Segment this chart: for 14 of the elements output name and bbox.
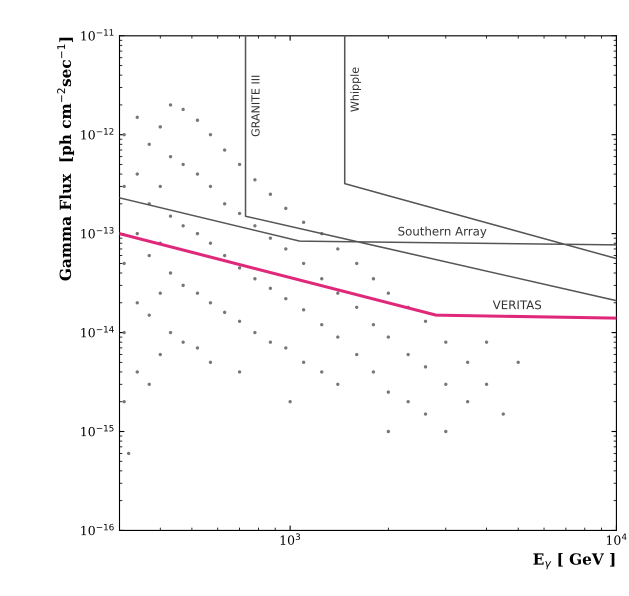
text: Whipple (350, 68, 362, 112)
y-tick-label: 10$^{−13}$ (81, 227, 114, 238)
y-tick-label: 10$^{−12}$ (81, 128, 114, 140)
x-axis-title: E$_{γ}$ [ GeV ] (533, 552, 614, 570)
series-label: VERITAS (492, 300, 542, 310)
x-tick-label: 10$^{4}$ (606, 534, 627, 545)
y-tick-label: 10$^{−11}$ (81, 29, 114, 41)
x-tick-label: 10$^{3}$ (280, 533, 300, 545)
y-tick-label: 10$^{−14}$ (81, 326, 114, 338)
y-tick-label: 10$^{−15}$ (81, 425, 114, 436)
series-label: Southern Array (398, 226, 487, 238)
y-tick-label: 10$^{−16}$ (81, 524, 114, 536)
text: GRANITE III (251, 76, 260, 136)
y-axis-title: Gamma Flux [ph cm$^{−2}$sec$^{−1}$] (57, 38, 74, 280)
